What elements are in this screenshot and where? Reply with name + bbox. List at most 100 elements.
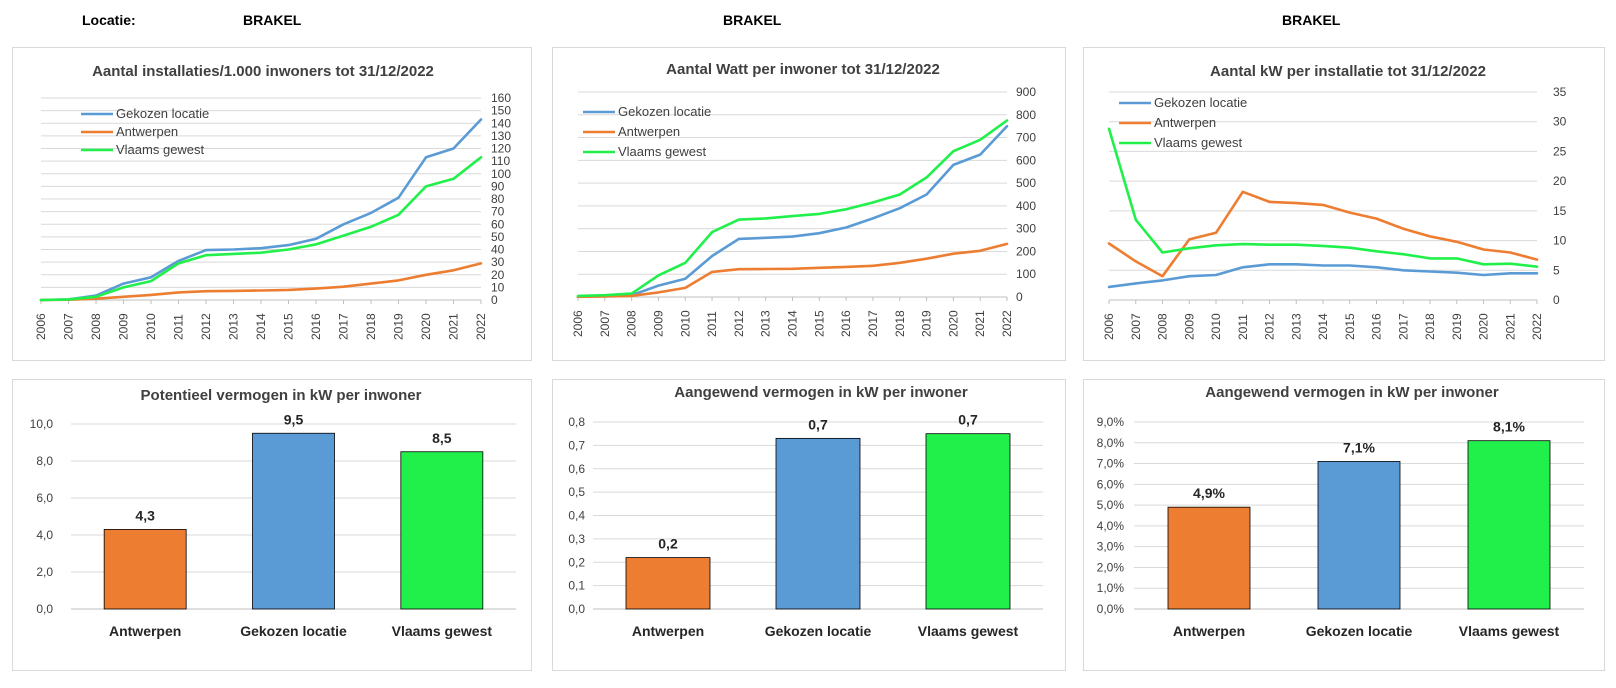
legend-label-1: Antwerpen <box>116 124 178 139</box>
x-tick-label: 2012 <box>199 313 213 340</box>
x-tick-label: 2019 <box>392 313 406 340</box>
x-tick-label: 2015 <box>1343 313 1357 340</box>
y-tick-label: 0,0 <box>568 602 585 616</box>
y-tick-label: 0,0 <box>36 602 53 616</box>
y-tick-label: 10 <box>1553 234 1567 248</box>
x-tick-label: 2021 <box>447 313 461 340</box>
x-tick-label: 2010 <box>144 313 158 340</box>
bar-data-label: 8,5 <box>432 430 452 446</box>
y-tick-label: 100 <box>491 167 511 181</box>
y-tick-label: 8,0 <box>36 454 53 468</box>
x-tick-label: 2008 <box>89 313 103 340</box>
y-tick-label: 6,0 <box>36 491 53 505</box>
y-tick-label: 300 <box>1016 222 1036 236</box>
y-tick-label: 0,6 <box>568 462 585 476</box>
y-tick-label: 400 <box>1016 199 1036 213</box>
series-line-0 <box>576 124 1009 298</box>
bar-data-label: 4,3 <box>135 507 155 523</box>
y-tick-label: 1,0% <box>1097 581 1125 595</box>
x-tick-label: 2017 <box>337 313 351 340</box>
category-label: Gekozen locatie <box>240 623 347 639</box>
x-tick-label: 2010 <box>1209 313 1223 340</box>
x-tick-label: 2011 <box>705 311 719 337</box>
series-line-2 <box>576 119 1009 298</box>
x-tick-label: 2013 <box>1289 313 1303 340</box>
y-tick-label: 800 <box>1016 108 1036 122</box>
x-tick-label: 2007 <box>1129 313 1143 340</box>
y-tick-label: 0,2 <box>568 555 585 569</box>
x-tick-label: 2019 <box>1450 313 1464 340</box>
locatie-value: BRAKEL <box>243 12 302 28</box>
y-tick-label: 8,0% <box>1097 436 1125 450</box>
x-tick-label: 2019 <box>920 310 934 337</box>
x-tick-label: 2007 <box>62 313 76 340</box>
y-tick-label: 25 <box>1553 144 1567 158</box>
x-tick-label: 2016 <box>309 313 323 340</box>
y-tick-label: 0,4 <box>568 509 585 523</box>
x-tick-label: 2014 <box>786 310 800 337</box>
x-tick-label: 2012 <box>732 310 746 337</box>
y-tick-label: 60 <box>491 217 505 231</box>
bar-0 <box>625 557 711 610</box>
chart-title: Aantal kW per installatie tot 31/12/2022 <box>1210 63 1486 80</box>
y-tick-label: 3,0% <box>1097 540 1125 554</box>
bar-data-label: 8,1% <box>1493 419 1525 435</box>
y-tick-label: 150 <box>491 104 511 118</box>
y-tick-label: 0,5 <box>568 485 585 499</box>
x-tick-label: 2009 <box>651 310 665 337</box>
legend-label-0: Gekozen locatie <box>618 104 711 119</box>
x-tick-label: 2021 <box>1503 313 1517 340</box>
y-tick-label: 20 <box>1553 174 1567 188</box>
x-tick-label: 2020 <box>419 313 433 340</box>
x-tick-label: 2015 <box>812 310 826 337</box>
header-title-right: BRAKEL <box>1282 12 1341 28</box>
header-title-middle: BRAKEL <box>723 12 782 28</box>
bar-1 <box>1317 461 1401 610</box>
y-tick-label: 0 <box>1016 290 1023 304</box>
y-tick-label: 0,7 <box>568 438 585 452</box>
y-tick-label: 600 <box>1016 153 1036 167</box>
bar-chart-potentieel: Potentieel vermogen in kW per inwoner 0,0… <box>30 387 516 639</box>
chart-title: Aangewend vermogen in kW per inwoner <box>1205 384 1499 401</box>
y-tick-label: 5 <box>1553 263 1560 277</box>
chart-title: Aantal Watt per inwoner tot 31/12/2022 <box>666 61 940 78</box>
chart-title: Aangewend vermogen in kW per inwoner <box>674 384 968 401</box>
y-tick-label: 10,0 <box>30 417 54 431</box>
x-tick-label: 2010 <box>678 310 692 337</box>
y-tick-label: 140 <box>491 116 511 130</box>
y-tick-label: 160 <box>491 91 511 105</box>
bar-1 <box>252 432 335 610</box>
y-tick-label: 900 <box>1016 85 1036 99</box>
y-tick-label: 130 <box>491 129 511 143</box>
bar-chart-aangewend-kw: Aangewend vermogen in kW per inwoner 0,0 0… <box>568 384 1043 639</box>
chart-title: Potentieel vermogen in kW per inwoner <box>141 387 422 404</box>
x-tick-label: 2021 <box>973 310 987 337</box>
bar-data-label: 9,5 <box>284 411 304 427</box>
y-tick-label: 9,0% <box>1097 415 1125 429</box>
y-tick-label: 35 <box>1553 85 1567 99</box>
x-tick-label: 2016 <box>1370 313 1384 340</box>
chart-panel-aangewend-pct: Aangewend vermogen in kW per inwoner 0,0%… <box>1083 379 1605 671</box>
x-tick-label: 2015 <box>282 313 296 340</box>
chart-panel-installaties: Aantal installaties/1.000 inwoners tot 3… <box>12 47 532 361</box>
bar-0 <box>1167 506 1251 610</box>
series-line-0 <box>39 118 483 302</box>
y-tick-label: 7,0% <box>1097 457 1125 471</box>
category-label: Antwerpen <box>1173 623 1245 639</box>
x-tick-label: 2007 <box>598 310 612 337</box>
y-tick-label: 0,8 <box>568 415 585 429</box>
legend-label-2: Vlaams gewest <box>1154 135 1243 150</box>
y-tick-label: 15 <box>1553 204 1567 218</box>
y-tick-label: 0,0% <box>1097 602 1125 616</box>
category-label: Antwerpen <box>109 623 181 639</box>
x-tick-label: 2018 <box>364 313 378 340</box>
series-line-0 <box>1107 263 1539 289</box>
y-tick-label: 0 <box>1553 293 1560 307</box>
legend-label-0: Gekozen locatie <box>116 106 209 121</box>
bar-chart-aangewend-pct: Aangewend vermogen in kW per inwoner 0,0%… <box>1097 384 1584 639</box>
series-line-2 <box>1107 127 1539 268</box>
bar-data-label: 7,1% <box>1343 439 1375 455</box>
x-tick-label: 2013 <box>759 310 773 337</box>
x-tick-label: 2017 <box>866 310 880 337</box>
chart-panel-potentieel: Potentieel vermogen in kW per inwoner 0,0… <box>12 379 532 671</box>
